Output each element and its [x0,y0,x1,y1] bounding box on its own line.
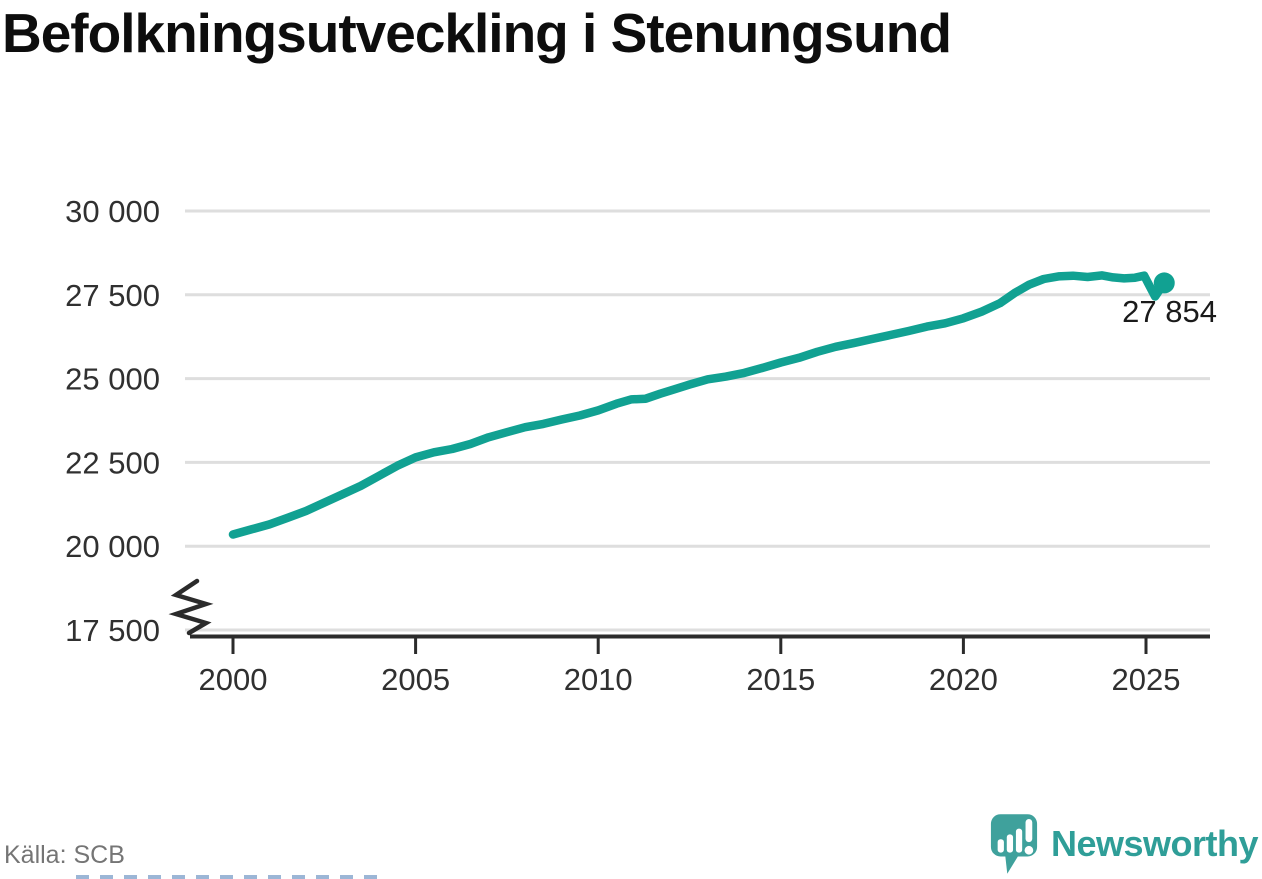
newsworthy-logo: Newsworthy [989,810,1259,878]
newsworthy-wordmark: Newsworthy [1050,823,1259,864]
x-tick-label: 2010 [564,662,633,697]
y-tick-label: 30 000 [65,194,160,229]
axis-break-icon [168,578,214,636]
x-tick-label: 2015 [746,662,815,697]
newsworthy-bubble-chart-icon [990,814,1038,874]
clipped-link-text[interactable] [76,875,388,879]
population-line [228,271,1169,539]
x-tick-label: 2025 [1112,662,1181,697]
source-caption: Källa: SCB [4,841,125,869]
x-tick-label: 2000 [199,662,268,697]
y-tick-label: 20 000 [65,529,160,564]
end-dot [1153,272,1175,294]
y-tick-label: 27 500 [65,278,160,313]
y-tick-label: 22 500 [65,445,160,480]
y-tick-label: 25 000 [65,362,160,397]
x-tick-label: 2005 [381,662,450,697]
chart-title: Befolkningsutveckling i Stenungsund [2,2,952,64]
y-tick-label: 17 500 [65,613,160,648]
x-tick-label: 2020 [929,662,998,697]
end-value-label: 27 854 [1122,294,1217,329]
